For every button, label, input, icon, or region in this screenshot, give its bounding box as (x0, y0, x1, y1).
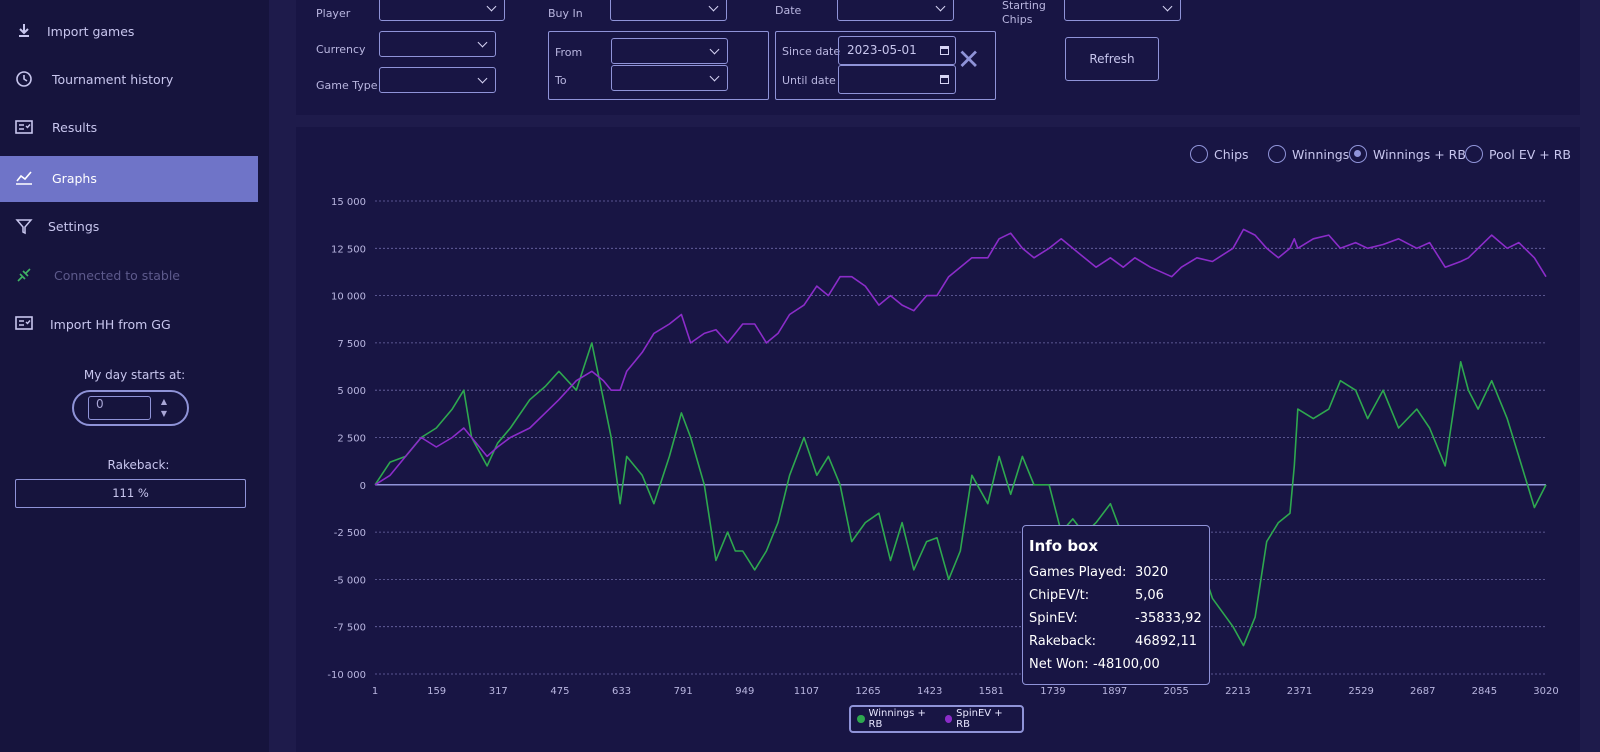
sidebar-item-label: Results (52, 120, 98, 135)
sidebar-item-import-games[interactable]: Import games (0, 9, 258, 55)
buyin-from-select[interactable] (611, 38, 728, 64)
info-key: ChipEV/t: (1029, 588, 1090, 603)
legend-swatch (944, 715, 953, 723)
player-select[interactable] (379, 0, 505, 21)
info-key: Rakeback: (1029, 634, 1097, 649)
date-range-group: Since date 2023-05-01 Until date ✕ (775, 31, 996, 100)
import-icon (15, 316, 33, 330)
date-label: Date (775, 4, 802, 17)
game-type-label: Game Type (316, 79, 378, 92)
info-key: SpinEV: (1029, 611, 1078, 626)
radio-icon (1268, 145, 1286, 163)
radio-icon (1349, 145, 1367, 163)
filters-panel: Player Currency Game Type Buy In From To… (296, 0, 1580, 115)
currency-select[interactable] (379, 31, 496, 57)
day-start-stepper: 0 ▲ ▼ (72, 390, 189, 426)
plug-icon (17, 268, 31, 282)
sidebar-item-graphs[interactable]: Graphs (0, 156, 258, 202)
info-value: 3020 (1135, 565, 1169, 580)
sidebar-item-label: Import games (47, 24, 135, 39)
player-label: Player (316, 7, 351, 20)
chart-panel: Chips Winnings Winnings + RB Pool EV + R… (296, 127, 1580, 752)
chart-legend: Winnings + RB SpinEV + RB (849, 705, 1024, 733)
legend-swatch (857, 715, 865, 723)
chevron-down-icon (1162, 1, 1173, 12)
sidebar: Import games Tournament history Results … (0, 0, 269, 752)
info-value: 46892,11 (1135, 634, 1198, 649)
since-date-label: Since date (782, 45, 841, 58)
starting-chips-select[interactable] (1064, 0, 1181, 21)
legend-label: Winnings + RB (868, 708, 926, 730)
calendar-icon[interactable] (940, 46, 949, 55)
results-icon (15, 120, 33, 134)
radio-winnings-rb[interactable]: Winnings + RB (1349, 145, 1466, 163)
chevron-down-icon (477, 73, 488, 84)
info-box: Info box Games Played: 3020 ChipEV/t: 5,… (1022, 525, 1210, 685)
chevron-down-icon (708, 1, 719, 12)
starting-chips-label: Starting Chips (1002, 0, 1046, 26)
graph-icon (16, 171, 32, 185)
sidebar-item-label: Tournament history (52, 72, 174, 87)
sidebar-item-label: Graphs (52, 171, 97, 186)
radio-label: Winnings + RB (1373, 146, 1466, 162)
chevron-down-icon (935, 1, 946, 12)
radio-icon (1465, 145, 1483, 163)
info-key: Net Won: (1029, 657, 1089, 672)
clear-dates-icon[interactable]: ✕ (957, 43, 981, 76)
sidebar-item-tournament-history[interactable]: Tournament history (0, 57, 258, 103)
chevron-down-icon (486, 1, 497, 12)
legend-entry-winnings[interactable]: Winnings + RB (857, 708, 939, 730)
radio-label: Chips (1214, 146, 1249, 162)
day-start-label: My day starts at: (83, 368, 186, 382)
download-icon (19, 24, 29, 37)
calendar-icon[interactable] (940, 75, 949, 84)
radio-pool-ev-rb[interactable]: Pool EV + RB (1465, 145, 1571, 163)
until-date-input[interactable] (838, 65, 956, 94)
since-date-input[interactable]: 2023-05-01 (838, 36, 956, 65)
chevron-down-icon (477, 37, 488, 48)
legend-entry-spinev[interactable]: SpinEV + RB (944, 708, 1016, 730)
info-value: -35833,92 (1135, 611, 1202, 626)
date-select[interactable] (837, 0, 954, 21)
filter-icon (15, 219, 33, 235)
stepper-down-icon[interactable]: ▼ (160, 409, 168, 418)
radio-winnings[interactable]: Winnings (1268, 145, 1349, 163)
sidebar-item-label: Settings (48, 219, 100, 234)
buyin-label: Buy In (548, 7, 583, 20)
chevron-down-icon (709, 44, 720, 55)
info-value: 5,06 (1135, 588, 1164, 603)
radio-chips[interactable]: Chips (1190, 145, 1249, 163)
day-start-input[interactable]: 0 (88, 396, 151, 420)
until-date-label: Until date (782, 74, 836, 87)
to-label: To (555, 74, 567, 87)
sidebar-item-label: Import HH from GG (50, 317, 171, 332)
legend-label: SpinEV + RB (956, 708, 1003, 730)
buyin-range-group: From To (548, 31, 769, 100)
sidebar-item-connected-to-stable: Connected to stable (0, 253, 258, 299)
sidebar-item-label: Connected to stable (54, 268, 180, 283)
radio-label: Pool EV + RB (1489, 146, 1571, 162)
buyin-select[interactable] (610, 0, 727, 21)
info-key: Games Played: (1029, 565, 1127, 580)
info-box-title: Info box (1029, 537, 1099, 555)
rakeback-label: Rakeback: (107, 458, 170, 472)
currency-label: Currency (316, 43, 366, 56)
from-label: From (555, 46, 583, 59)
rakeback-input[interactable]: 111 % (15, 479, 246, 508)
history-icon (16, 71, 32, 87)
radio-label: Winnings (1292, 146, 1350, 162)
info-value: -48100,00 (1093, 657, 1160, 672)
stepper-up-icon[interactable]: ▲ (160, 397, 168, 406)
chevron-down-icon (709, 71, 720, 82)
radio-icon (1190, 145, 1208, 163)
sidebar-item-results[interactable]: Results (0, 105, 258, 151)
refresh-button[interactable]: Refresh (1065, 37, 1159, 81)
game-type-select[interactable] (379, 67, 496, 93)
since-date-value: 2023-05-01 (847, 43, 917, 57)
sidebar-item-settings[interactable]: Settings (0, 204, 258, 250)
buyin-to-select[interactable] (611, 65, 728, 91)
sidebar-item-import-hh[interactable]: Import HH from GG (0, 302, 258, 348)
